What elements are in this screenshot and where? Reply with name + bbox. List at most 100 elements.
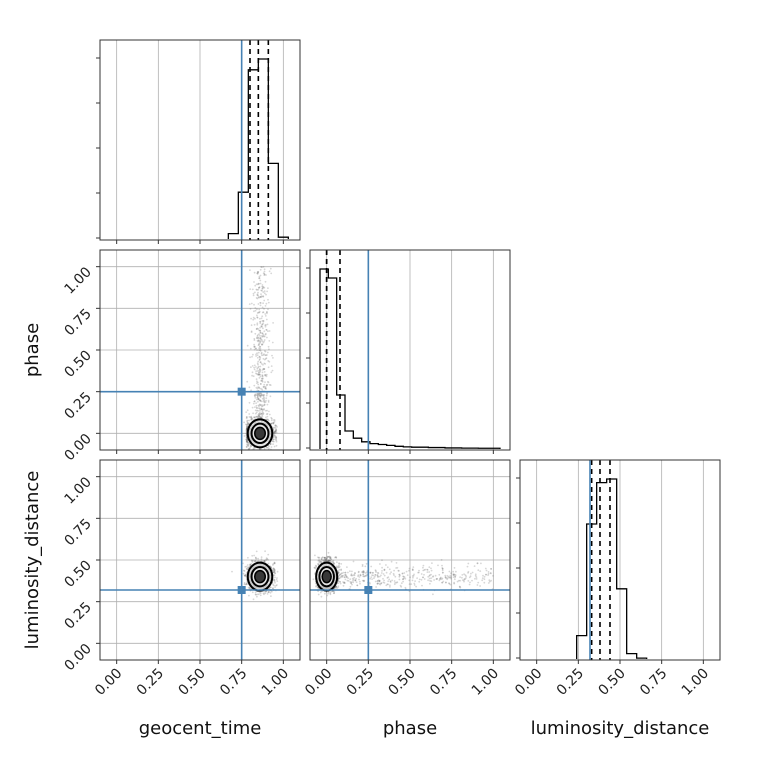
scatter-point — [254, 317, 256, 320]
scatter-point — [263, 593, 265, 596]
scatter-point — [257, 415, 259, 418]
scatter-point — [251, 417, 254, 420]
scatter-point — [264, 325, 267, 328]
scatter-point — [258, 333, 260, 336]
scatter-point — [245, 411, 248, 413]
scatter-point — [268, 419, 270, 422]
scatter-point — [263, 335, 266, 338]
scatter-point — [262, 322, 265, 325]
scatter-point — [258, 347, 260, 350]
scatter-point — [262, 385, 265, 388]
scatter-point — [261, 388, 263, 391]
scatter-point — [261, 379, 264, 382]
scatter-point — [263, 350, 266, 352]
scatter-point — [257, 398, 260, 401]
scatter-point — [263, 308, 265, 310]
scatter-point — [258, 413, 261, 415]
scatter-point — [271, 590, 273, 593]
scatter-point — [264, 387, 267, 390]
scatter-point — [273, 578, 276, 581]
scatter-point — [265, 388, 267, 390]
scatter-point — [274, 427, 277, 430]
scatter-point — [264, 386, 267, 388]
scatter-point — [246, 425, 248, 428]
scatter-point — [265, 375, 268, 378]
scatter-point — [250, 324, 253, 327]
scatter-point — [272, 587, 274, 589]
scatter-point — [259, 396, 262, 398]
scatter-point — [261, 343, 264, 346]
scatter-point — [259, 304, 262, 307]
scatter-point — [269, 395, 272, 398]
scatter-point — [254, 394, 256, 396]
scatter-point — [257, 559, 260, 562]
scatter-point — [267, 330, 269, 333]
scatter-point — [256, 397, 259, 399]
scatter-point — [246, 439, 249, 442]
scatter-point — [251, 561, 254, 563]
scatter-point — [272, 440, 274, 443]
scatter-point — [253, 339, 256, 341]
panel-phase-phase — [306, 249, 511, 454]
scatter-point — [257, 400, 259, 403]
scatter-point — [344, 574, 347, 577]
scatter-point — [261, 400, 263, 403]
scatter-point — [418, 580, 421, 583]
scatter-point — [259, 302, 262, 304]
scatter-point — [256, 339, 259, 342]
scatter-point — [253, 366, 256, 369]
scatter-point — [257, 593, 260, 596]
scatter-point — [272, 422, 275, 425]
scatter-point — [449, 583, 452, 586]
scatter-point — [275, 424, 278, 427]
scatter-point — [253, 453, 255, 455]
scatter-point — [257, 398, 260, 400]
scatter-point — [259, 399, 262, 402]
scatter-point — [257, 386, 259, 389]
scatter-point — [250, 366, 252, 369]
scatter-point — [259, 395, 262, 398]
scatter-point — [269, 267, 272, 270]
scatter-point — [256, 387, 259, 390]
scatter-point — [274, 586, 276, 588]
scatter-point — [264, 280, 267, 283]
scatter-point — [255, 415, 258, 418]
scatter-point — [262, 357, 265, 360]
scatter-point — [257, 303, 260, 305]
scatter-point — [420, 578, 423, 581]
scatter-point — [257, 294, 259, 297]
scatter-point — [260, 413, 263, 415]
scatter-point — [244, 438, 247, 441]
scatter-point — [275, 439, 278, 442]
scatter-point — [266, 418, 269, 421]
scatter-point — [250, 417, 253, 420]
scatter-point — [250, 330, 253, 333]
scatter-point — [250, 389, 253, 392]
scatter-point — [262, 413, 264, 416]
scatter-point — [253, 310, 255, 313]
scatter-point — [254, 332, 257, 335]
scatter-point — [266, 413, 269, 415]
scatter-point — [251, 374, 254, 377]
scatter-point — [275, 437, 277, 439]
scatter-point — [275, 430, 277, 432]
scatter-point — [258, 339, 260, 342]
scatter-point — [439, 578, 441, 580]
scatter-point — [261, 320, 264, 322]
scatter-point — [262, 386, 265, 389]
scatter-point — [437, 564, 439, 567]
scatter-point — [271, 422, 273, 425]
scatter-point — [244, 574, 247, 577]
scatter-point — [264, 315, 267, 317]
scatter-point — [263, 340, 265, 343]
scatter-point — [246, 344, 249, 347]
scatter-point — [248, 587, 251, 589]
scatter-point — [258, 405, 260, 407]
scatter-point — [258, 286, 261, 288]
scatter-point — [263, 559, 266, 562]
scatter-point — [272, 564, 274, 566]
scatter-point — [256, 271, 259, 274]
scatter-point — [273, 579, 276, 582]
scatter-point — [430, 567, 432, 570]
scatter-point — [261, 335, 264, 338]
